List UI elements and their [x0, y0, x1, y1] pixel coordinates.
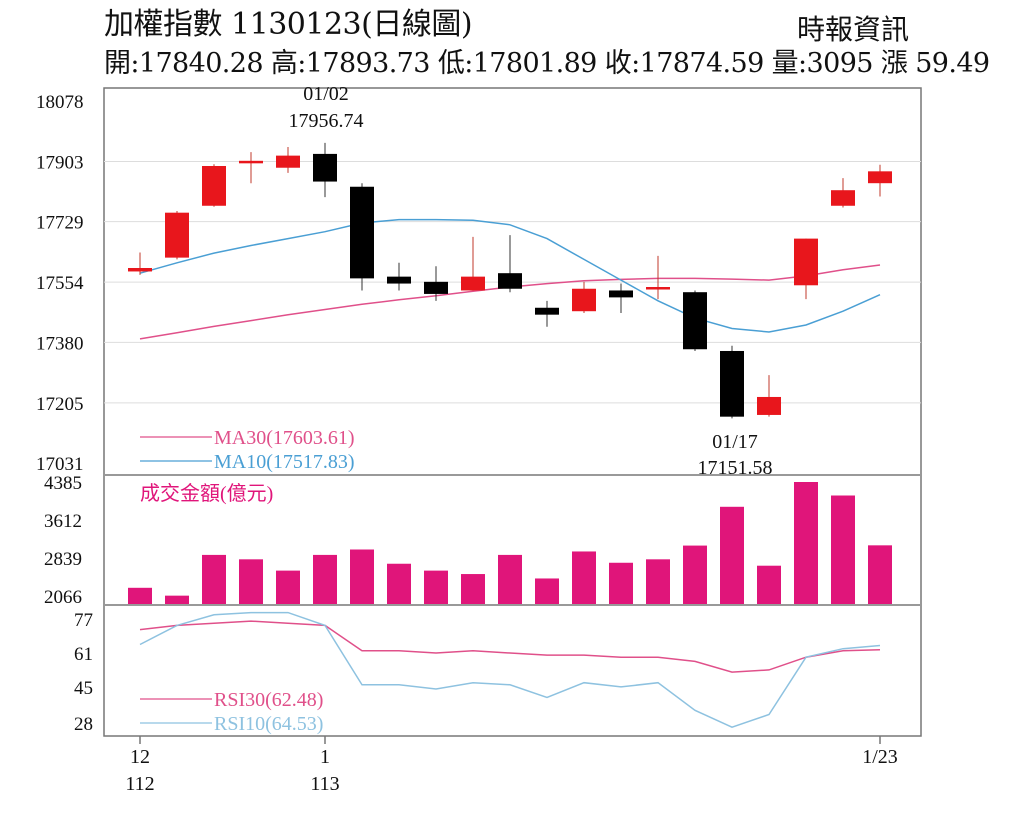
candle [609, 290, 633, 298]
candle [128, 267, 152, 272]
low-annotation-value: 17151.58 [698, 457, 773, 479]
volume-bar [794, 482, 818, 604]
volume-bar [350, 549, 374, 604]
rsi-tick-label: 45 [74, 678, 93, 699]
rsi-tick-label: 77 [74, 610, 93, 631]
rsi-tick-label: 61 [74, 644, 93, 665]
rsi10-legend-label: RSI10(64.53) [214, 713, 323, 735]
chart-title: 加權指數 1130123(日線圖) [104, 7, 473, 42]
volume-bar [757, 565, 781, 604]
x-tick-label: 12 [130, 746, 150, 768]
volume-bar [276, 570, 300, 604]
price-tick-label: 17729 [36, 213, 84, 234]
price-tick-label: 17903 [36, 153, 84, 174]
high-annotation-date: 01/02 [303, 83, 349, 105]
candle [683, 292, 707, 350]
volume-bar [387, 563, 411, 604]
candle [535, 307, 559, 315]
volume-bar [831, 495, 855, 604]
volume-bar [313, 554, 337, 604]
volume-bar [128, 587, 152, 604]
price-tick-label: 17554 [36, 273, 84, 294]
volume-bar [165, 595, 189, 604]
ma10-legend-label: MA10(17517.83) [214, 451, 355, 473]
volume-label: 成交金額(億元) [140, 482, 273, 505]
volume-bar [424, 570, 448, 604]
rsi30-line [139, 620, 881, 673]
candle [498, 273, 522, 289]
volume-bar [609, 562, 633, 604]
candle [757, 396, 781, 415]
candle [424, 281, 448, 294]
candle [350, 186, 374, 279]
candle [239, 160, 263, 164]
volume-bar [202, 554, 226, 604]
rsi30-legend-label: RSI30(62.48) [214, 689, 323, 711]
ohlc-summary: 開:17840.28 高:17893.73 低:17801.89 收:17874… [104, 48, 990, 79]
volume-tick-label: 4385 [44, 473, 82, 494]
volume-bar [239, 559, 263, 604]
candle [202, 166, 226, 206]
volume-bar [720, 506, 744, 604]
candle [646, 287, 670, 290]
candle [831, 190, 855, 206]
ma10-line [139, 218, 881, 333]
candle [720, 350, 744, 417]
plot-frame [103, 87, 922, 737]
volume-tick-label: 2839 [44, 549, 82, 570]
x-tick-label: 1 [320, 746, 330, 768]
x-tick-year: 112 [125, 773, 154, 795]
volume-bar [646, 559, 670, 604]
candle [868, 171, 892, 184]
x-tick-label: 1/23 [862, 746, 898, 768]
price-tick-label: 17380 [36, 333, 84, 354]
candle [387, 276, 411, 284]
volume-tick-label: 3612 [44, 511, 82, 532]
candle [276, 155, 300, 168]
volume-bar [572, 551, 596, 604]
candle [572, 288, 596, 312]
volume-bar [535, 578, 559, 604]
data-source: 時報資訊 [797, 13, 910, 46]
x-tick-year: 113 [310, 773, 339, 795]
volume-tick-label: 2066 [44, 587, 82, 608]
price-tick-label: 18078 [36, 92, 84, 113]
low-annotation-date: 01/17 [712, 431, 758, 453]
volume-bar [498, 554, 522, 604]
volume-bar [868, 545, 892, 604]
volume-bar [683, 545, 707, 604]
candle [794, 238, 818, 286]
price-tick-label: 17031 [36, 454, 84, 475]
price-tick-label: 17205 [36, 394, 84, 415]
volume-bar [461, 574, 485, 604]
candle [165, 212, 189, 258]
rsi10-line [139, 611, 881, 729]
candle [313, 153, 337, 182]
high-annotation-value: 17956.74 [289, 110, 364, 132]
candle [461, 276, 485, 291]
rsi-tick-label: 28 [74, 714, 93, 735]
ma30-legend-label: MA30(17603.61) [214, 427, 355, 449]
